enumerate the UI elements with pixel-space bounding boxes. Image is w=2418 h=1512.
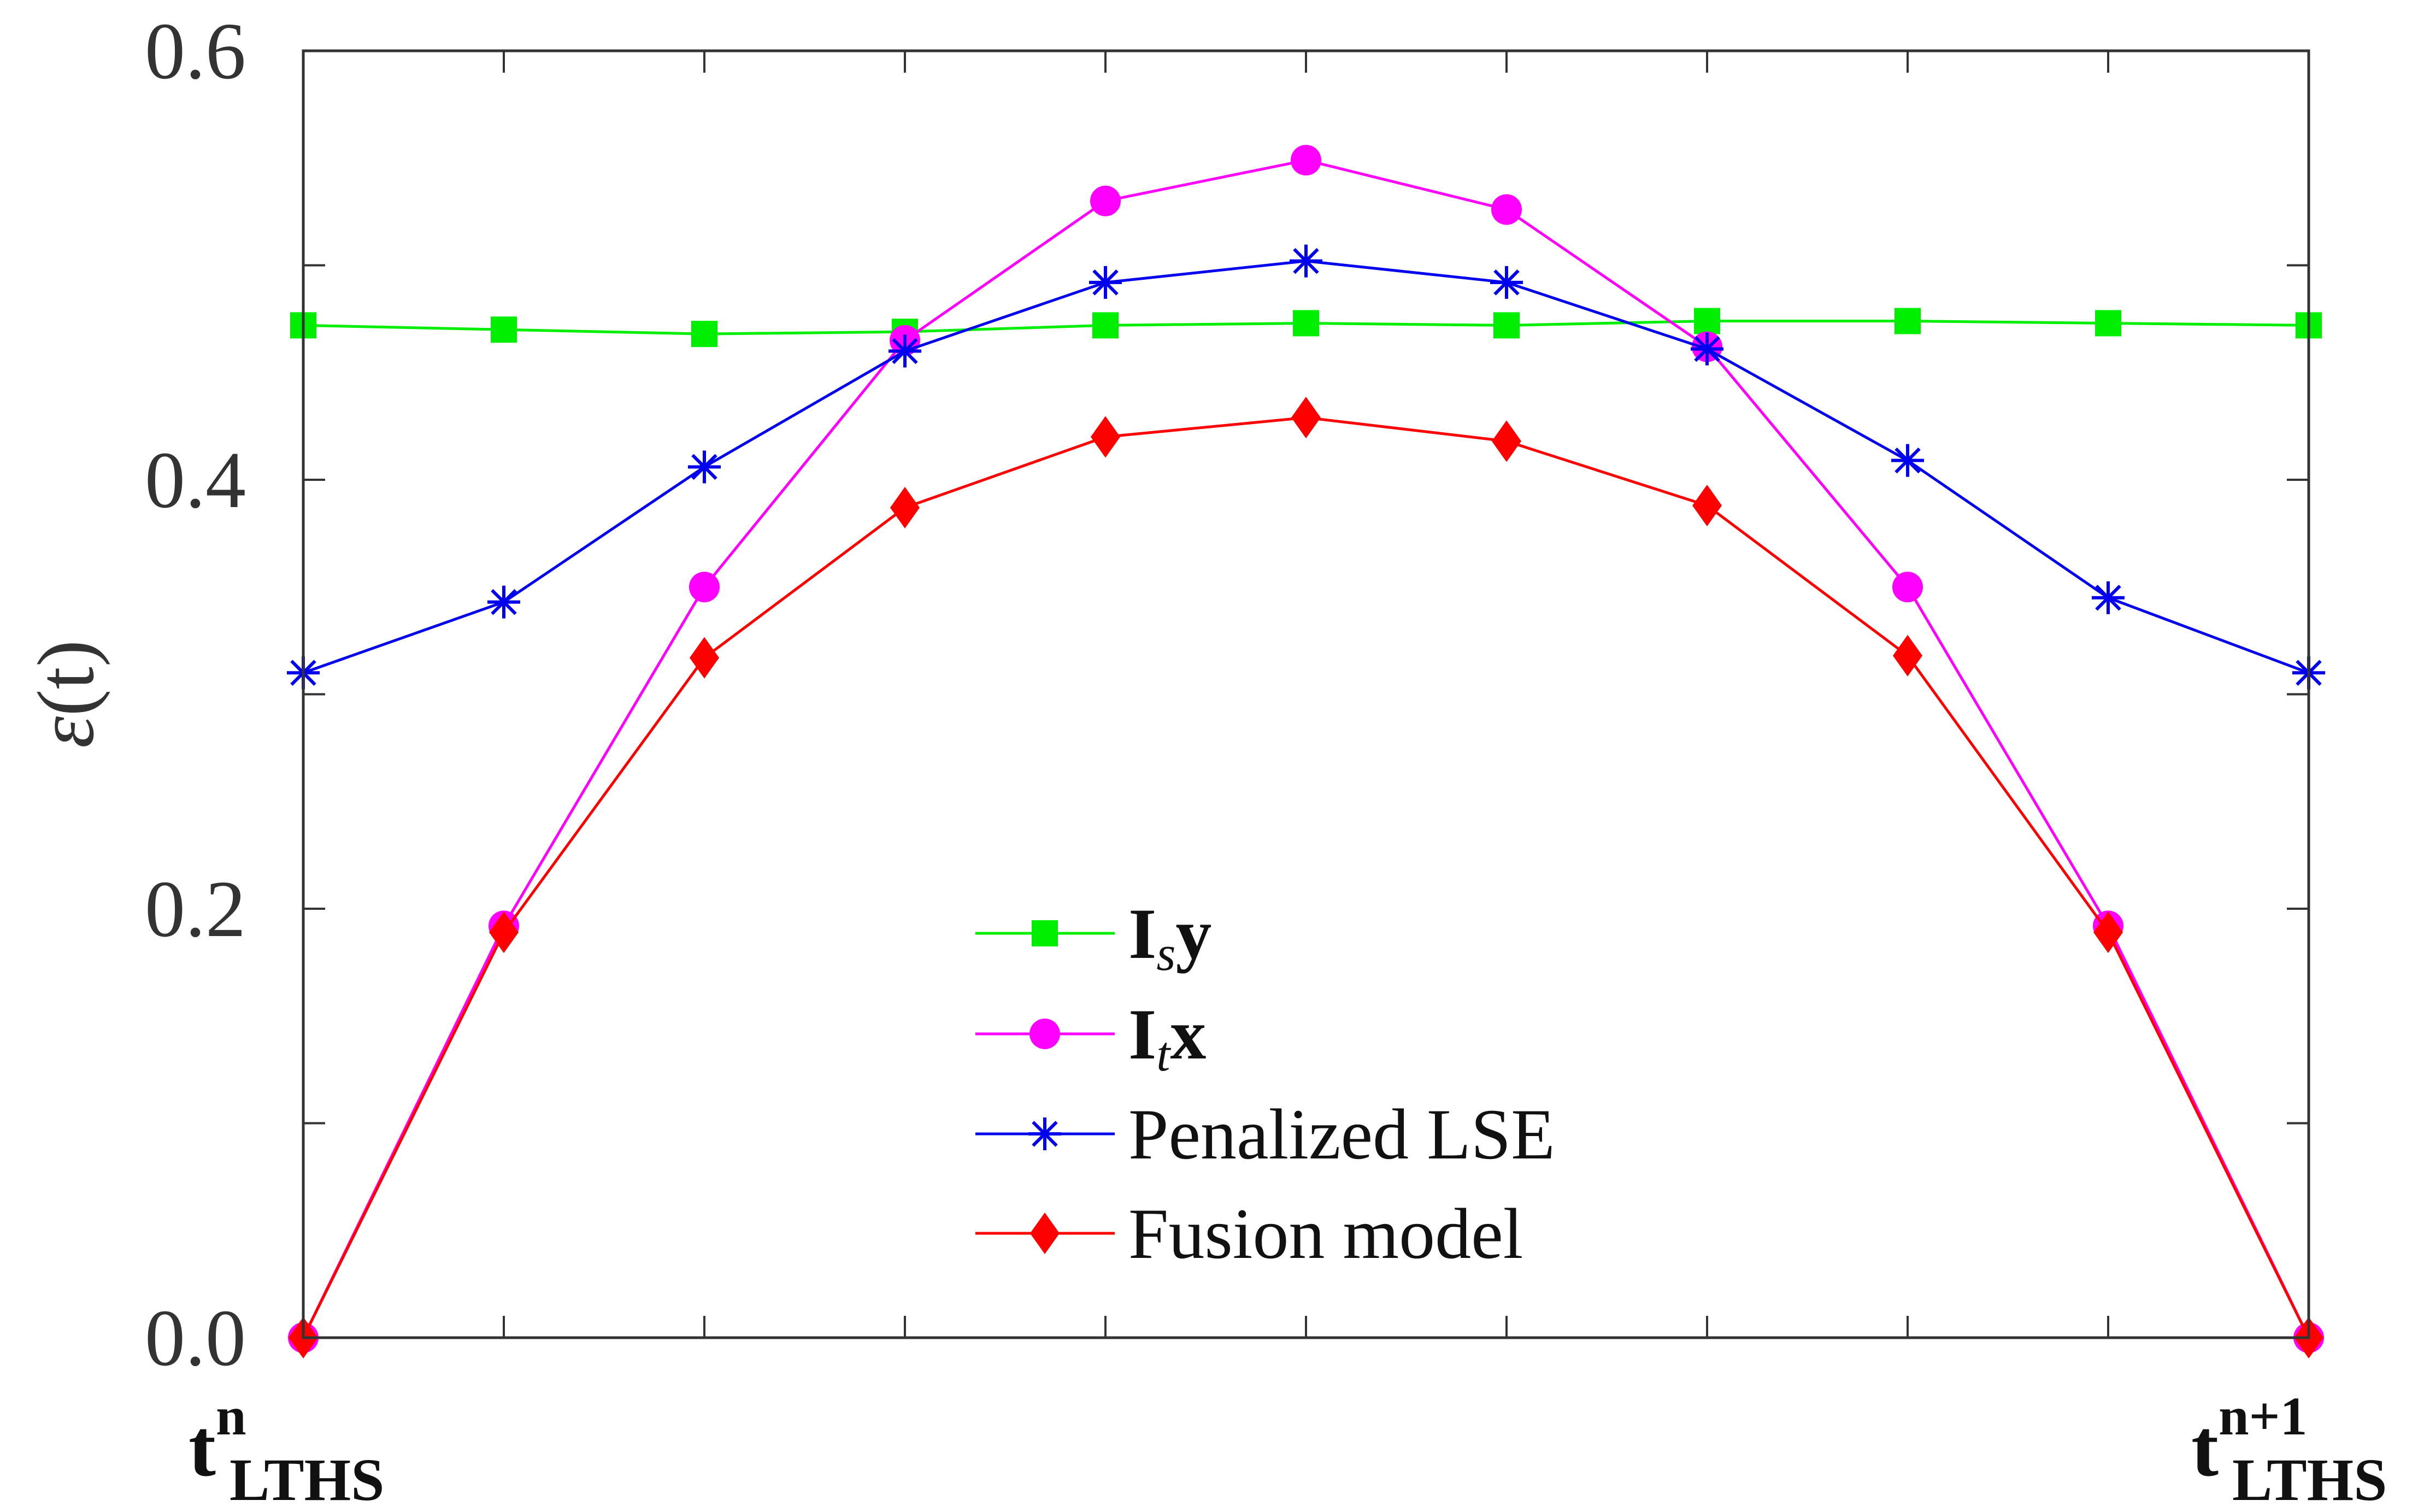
- marker-diamond: [690, 637, 719, 679]
- marker-square: [1092, 312, 1119, 339]
- series-layer: [287, 145, 2325, 1358]
- marker-asterisk: [1891, 444, 1924, 477]
- legend-label-sub: s: [1156, 927, 1175, 981]
- asterisk-stroke: [491, 589, 517, 615]
- legend-label: Fusion model: [1128, 1193, 1523, 1274]
- y-tick-label: 0.4: [145, 436, 246, 525]
- legend-item: Fusion model: [975, 1193, 1523, 1274]
- y-tick-label: 0.6: [145, 7, 246, 96]
- marker-circle: [1029, 1019, 1060, 1049]
- asterisk-stroke: [892, 338, 918, 364]
- marker-asterisk: [688, 450, 721, 484]
- x-end-base: t: [2191, 1403, 2219, 1493]
- marker-diamond: [1492, 420, 1521, 462]
- y-axis-symbol: ε: [21, 716, 111, 748]
- marker-square: [1293, 310, 1319, 337]
- marker-diamond: [1692, 485, 1722, 527]
- marker-asterisk: [487, 585, 520, 619]
- marker-circle: [1090, 185, 1121, 216]
- marker-diamond: [1893, 634, 1922, 676]
- legend-label-sub: t: [1156, 1027, 1171, 1081]
- marker-asterisk: [1691, 332, 1723, 366]
- marker-square: [1032, 920, 1058, 946]
- legend-label-main: I: [1128, 893, 1156, 974]
- asterisk-stroke: [1092, 269, 1119, 296]
- x-end-sub: LTHS: [2232, 1446, 2387, 1512]
- marker-diamond: [890, 487, 920, 529]
- x-start-sup: n: [216, 1386, 246, 1446]
- legend-label-main: Fusion model: [1128, 1193, 1523, 1274]
- marker-asterisk: [889, 334, 921, 368]
- marker-circle: [689, 572, 720, 603]
- x-start-sub: LTHS: [230, 1446, 384, 1512]
- legend-label-tail: x: [1170, 994, 1206, 1074]
- legend-item: Itx: [975, 994, 1206, 1081]
- marker-asterisk: [1089, 266, 1122, 299]
- marker-square: [691, 321, 717, 348]
- marker-diamond: [2093, 911, 2123, 954]
- legend-label-tail: y: [1175, 893, 1211, 974]
- x-start-label: tn LTHS: [189, 1386, 384, 1512]
- asterisk-stroke: [1032, 1121, 1058, 1147]
- marker-diamond: [1091, 416, 1120, 458]
- plot-frame: [302, 49, 2310, 1339]
- legend-label: Itx: [1128, 994, 1206, 1081]
- marker-square: [491, 316, 517, 343]
- series-diamond: [289, 397, 2323, 1358]
- legend-label-main: Penalized LSE: [1128, 1094, 1555, 1174]
- legend-item: Isy: [975, 893, 1211, 981]
- legend-label-main: I: [1128, 994, 1156, 1074]
- legend-label: Isy: [1128, 893, 1211, 981]
- y-axis-label-rest: (t): [21, 640, 111, 716]
- asterisk-stroke: [691, 454, 717, 480]
- marker-circle: [1291, 145, 1321, 176]
- x-end-sup: n+1: [2219, 1386, 2308, 1446]
- marker-asterisk: [1490, 266, 1523, 299]
- marker-circle: [1491, 194, 1522, 225]
- y-tick-label: 0.2: [145, 864, 246, 954]
- asterisk-stroke: [1895, 447, 1921, 474]
- marker-square: [1895, 308, 1921, 334]
- legend-item: Penalized LSE: [975, 1094, 1555, 1174]
- marker-square: [2095, 310, 2121, 337]
- marker-square: [1493, 312, 1520, 339]
- y-tick-label: 0.0: [145, 1293, 246, 1383]
- marker-diamond: [1291, 397, 1321, 439]
- marker-asterisk: [1028, 1117, 1061, 1150]
- marker-square: [1694, 308, 1720, 334]
- x-end-label: tn+1 LTHS: [2191, 1386, 2387, 1512]
- asterisk-stroke: [2095, 585, 2121, 611]
- x-start-base: t: [189, 1403, 216, 1493]
- asterisk-stroke: [1694, 336, 1720, 362]
- asterisk-stroke: [1493, 269, 1520, 296]
- marker-diamond: [489, 911, 519, 954]
- y-axis-label: ε(t): [21, 640, 111, 748]
- marker-diamond: [1030, 1213, 1060, 1254]
- marker-circle: [1892, 572, 1923, 603]
- marker-asterisk: [2092, 581, 2125, 614]
- marker-asterisk: [1290, 244, 1322, 278]
- y-tick-labels: 0.0 0.2 0.4 0.6: [145, 7, 246, 1383]
- asterisk-stroke: [1293, 248, 1319, 274]
- series-asterisk: [287, 244, 2325, 690]
- legend-label: Penalized LSE: [1128, 1094, 1555, 1174]
